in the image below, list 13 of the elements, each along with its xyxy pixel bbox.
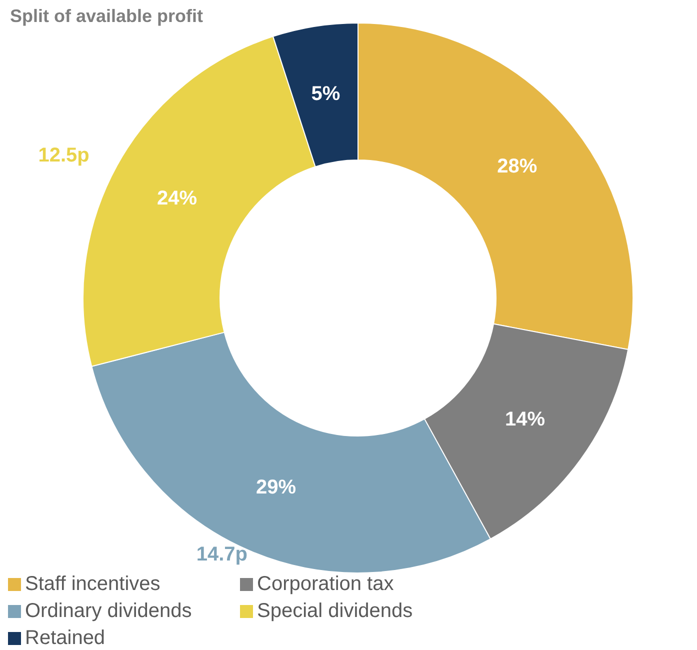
- legend-label: Corporation tax: [257, 573, 394, 596]
- data-label: 28%: [497, 155, 538, 178]
- legend-label: Ordinary dividends: [25, 600, 192, 623]
- data-label: 5%: [311, 83, 340, 106]
- chart-title: Split of available profit: [10, 6, 204, 26]
- legend-label: Special dividends: [257, 600, 413, 623]
- text: 14.7p: [196, 544, 248, 566]
- data-label: 29%: [256, 476, 296, 499]
- legend-label: Retained: [25, 627, 106, 650]
- data-label: 24%: [157, 188, 198, 210]
- data-label: 14%: [505, 408, 546, 430]
- legend-label: Staff incentives: [25, 573, 160, 596]
- text: 12.5p: [38, 144, 90, 167]
